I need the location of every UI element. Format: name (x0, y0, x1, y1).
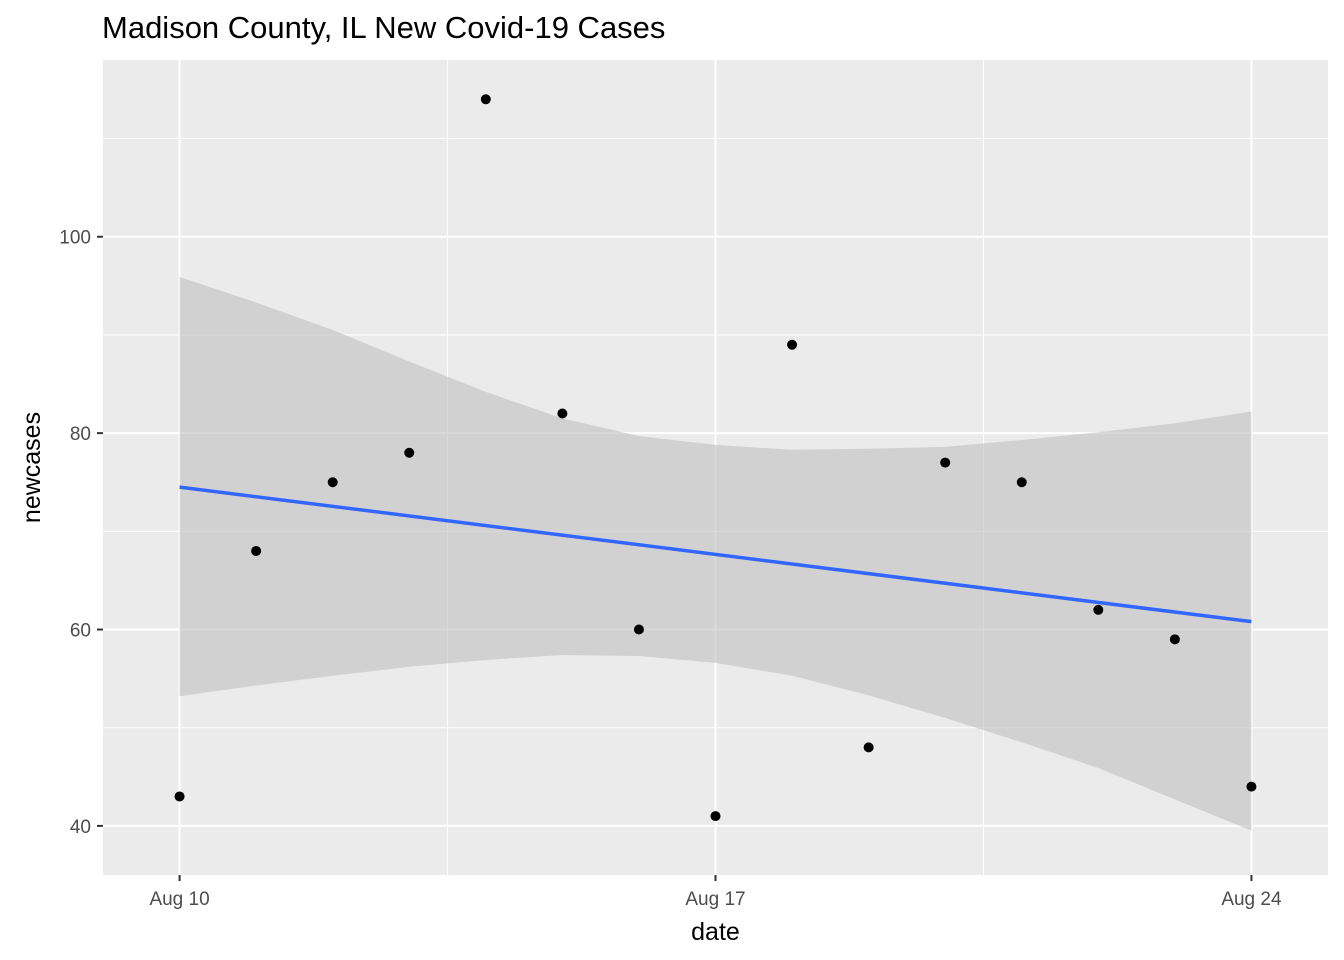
chart-title: Madison County, IL New Covid-19 Cases (102, 10, 666, 45)
y-tick-label: 80 (70, 424, 91, 445)
data-point (1169, 634, 1180, 645)
data-point (863, 742, 874, 753)
data-point (1246, 781, 1257, 792)
data-points (174, 94, 1257, 822)
y-axis-title: newcases (18, 412, 46, 523)
x-tick-label: Aug 17 (685, 889, 745, 910)
data-point (633, 624, 644, 635)
x-axis-title: date (691, 918, 740, 946)
trend-line (179, 485, 1252, 624)
data-point (557, 408, 568, 419)
data-point (174, 791, 185, 802)
data-point (1016, 477, 1027, 488)
data-point (1093, 604, 1104, 615)
data-point (940, 457, 951, 468)
y-tick-label: 40 (70, 817, 91, 838)
data-point (710, 811, 721, 822)
data-point (327, 477, 338, 488)
data-point (251, 545, 262, 556)
data-point (404, 447, 415, 458)
y-tick-label: 100 (59, 228, 91, 249)
x-tick-label: Aug 10 (149, 889, 209, 910)
y-tick-label: 60 (70, 621, 91, 642)
data-point (787, 339, 798, 350)
data-point (480, 94, 491, 105)
y-axis-ticks: 40 60 80 100 (59, 228, 103, 838)
x-tick-label: Aug 24 (1221, 889, 1282, 910)
x-axis-ticks: Aug 10 Aug 17 Aug 24 (149, 875, 1282, 910)
